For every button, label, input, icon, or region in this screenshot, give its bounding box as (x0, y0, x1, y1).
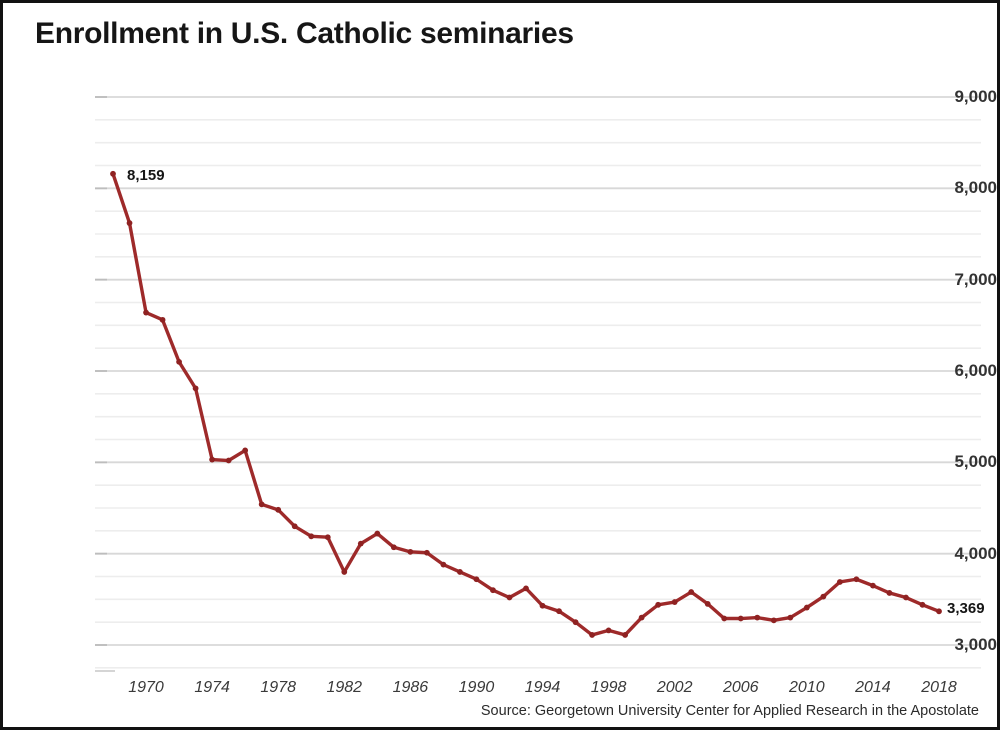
x-axis-tick-label: 2010 (789, 679, 825, 696)
x-axis-tick-label: 2002 (656, 679, 693, 696)
grid-minor-lines (95, 119, 981, 669)
x-axis-tick-label: 1986 (392, 679, 429, 696)
end-value-label: 3,369 (947, 600, 985, 617)
y-axis-tick-label: 9,000 (954, 87, 997, 106)
y-axis-tick-label: 5,000 (954, 452, 997, 472)
y-axis-tick-label: 6,000 (954, 361, 997, 380)
x-axis-tick-label: 2006 (722, 679, 759, 696)
plot-area (3, 3, 997, 727)
x-axis-tick-label: 2018 (921, 679, 957, 696)
x-axis-tick-label: 1982 (326, 679, 363, 696)
line-chart-svg (95, 96, 981, 672)
x-axis-tick-label: 1994 (524, 679, 561, 696)
y-axis-tick-label: 7,000 (954, 269, 997, 289)
page-title: Enrollment in U.S. Catholic seminaries (35, 17, 574, 50)
x-axis-tick-label: 2014 (855, 679, 891, 696)
x-axis-tick-label: 1974 (194, 679, 230, 696)
x-axis-tick-label: 1998 (590, 679, 627, 696)
start-value-label: 8,159 (127, 167, 165, 184)
y-axis-tick-label: 3,000 (954, 635, 997, 654)
x-axis-tick-label: 1990 (458, 679, 495, 696)
series-line (111, 172, 941, 637)
source-note: Source: Georgetown University Center for… (480, 703, 979, 719)
y-axis-tick-label: 4,000 (954, 543, 997, 563)
series-markers (110, 170, 942, 638)
y-axis-tick-label: 8,000 (954, 178, 997, 198)
x-axis-tick-label: 1978 (260, 679, 296, 696)
grid-major-lines (95, 96, 981, 646)
x-tick-marks (95, 96, 115, 672)
x-axis-tick-label: 1970 (128, 679, 164, 696)
